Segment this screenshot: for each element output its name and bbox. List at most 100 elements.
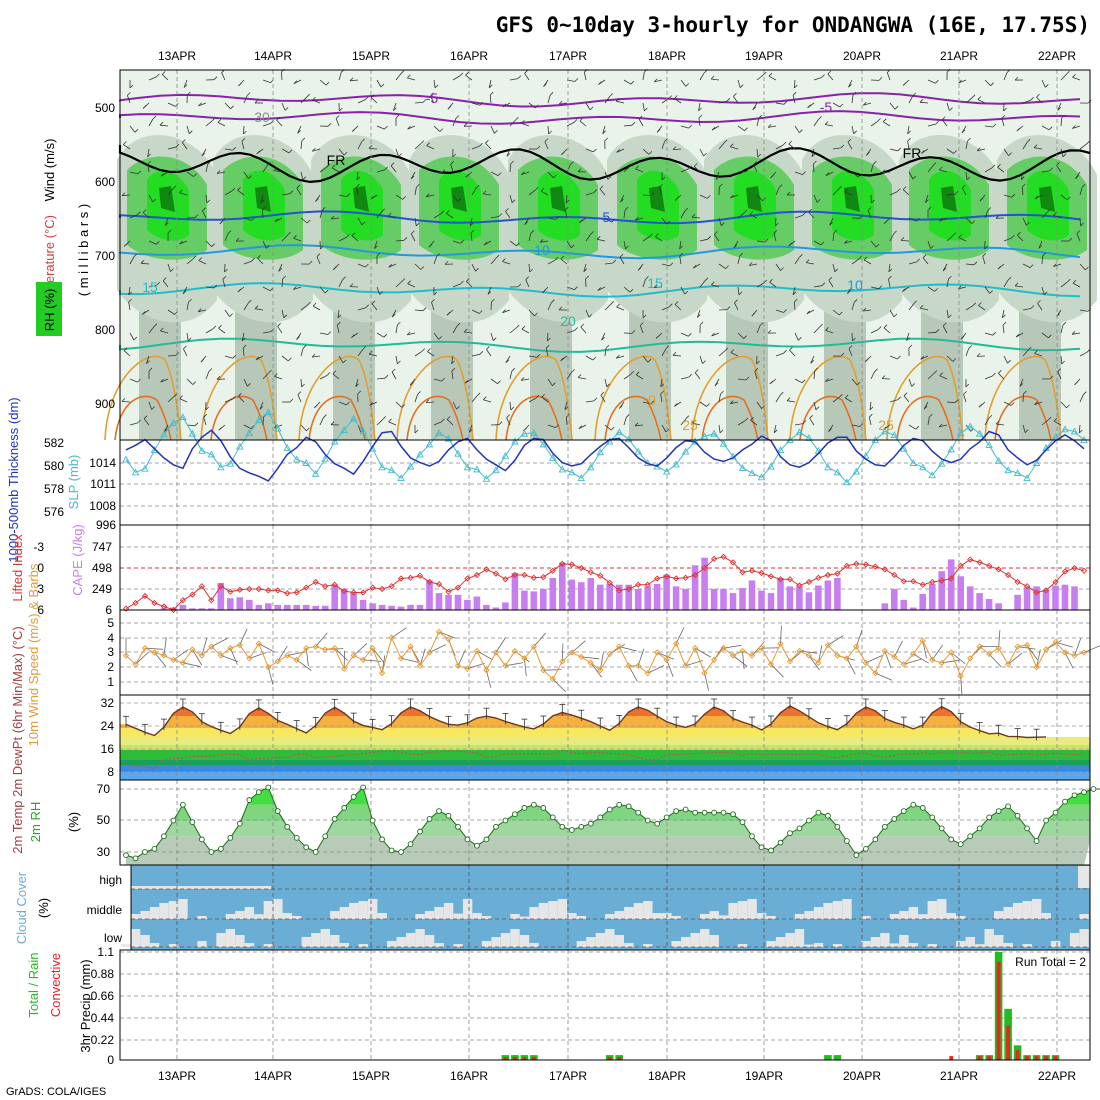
wind-barb — [393, 107, 397, 111]
wind-barb — [1057, 371, 1062, 380]
wind-speed-point — [682, 662, 689, 669]
wind-barb — [535, 186, 539, 191]
wind-barb — [147, 160, 151, 165]
rh-point — [1071, 792, 1078, 799]
wind-barb — [203, 417, 207, 426]
wind-barb — [346, 401, 350, 406]
lifted-index-point — [160, 603, 168, 610]
tick-label: 578 — [44, 482, 64, 496]
wind-barb — [173, 393, 178, 397]
lifted-index-point — [151, 599, 158, 607]
wind-barb — [997, 164, 1001, 168]
rh-point — [644, 817, 651, 824]
wind-barb — [852, 337, 856, 342]
cloud-fill-middle — [197, 916, 207, 919]
wind-barb — [1079, 309, 1088, 312]
wind-barb — [439, 128, 444, 132]
wind-barb — [750, 417, 754, 421]
wind-barb — [585, 192, 594, 196]
wind-barb — [262, 286, 271, 292]
wind-barb — [250, 425, 255, 429]
wind-barb — [133, 336, 138, 341]
lifted-index-point — [350, 589, 357, 596]
wind-barb — [604, 96, 611, 104]
wind-barb — [919, 304, 924, 309]
wind-barb — [699, 401, 707, 407]
wind-barb — [984, 332, 993, 336]
wind-barb — [720, 390, 724, 395]
cloud-fill-middle — [956, 916, 966, 919]
cape-bar — [691, 565, 699, 610]
lifted-index-point — [748, 567, 756, 574]
isotherm-line — [119, 244, 1081, 260]
wind-barb — [680, 168, 689, 173]
wind-barb — [371, 300, 376, 305]
wind-barb — [933, 370, 938, 374]
cloud-fill-middle — [1041, 913, 1051, 919]
wind-barb — [549, 92, 554, 96]
wind-barb — [357, 141, 362, 150]
wind-speed-point — [132, 661, 139, 668]
cape-bar — [549, 578, 557, 610]
wind-barb — [278, 263, 283, 272]
wind-barb — [1036, 93, 1040, 98]
wind-barb — [574, 327, 578, 331]
wind-barb — [326, 372, 331, 376]
wind-barb — [602, 130, 606, 134]
rh-point — [787, 830, 793, 836]
wind-barb — [1078, 424, 1081, 434]
slp-point — [587, 463, 595, 471]
wind-barb — [635, 374, 644, 380]
wind-barb — [848, 83, 852, 88]
wind-barb — [521, 123, 530, 127]
wind-barb — [723, 644, 742, 649]
rh-point — [891, 816, 898, 822]
wind-barb — [179, 398, 188, 403]
wind-barb — [460, 280, 464, 285]
cloud-fill-low — [529, 943, 539, 947]
wind-barb — [198, 102, 207, 107]
cloud-fill-low — [709, 935, 719, 947]
wind-barb — [205, 164, 209, 173]
wind-barb — [1083, 645, 1100, 653]
wind-barb — [571, 369, 575, 373]
slp-point — [530, 428, 538, 436]
wind-barb — [984, 210, 989, 219]
cloud-fill-middle — [481, 916, 492, 919]
wind-barb — [338, 355, 344, 364]
wind-barb — [506, 148, 511, 157]
axis-label-part: Total / Rain — [26, 952, 41, 1017]
wind-barb — [357, 217, 363, 226]
wind-barb — [486, 346, 490, 350]
wind-barb — [714, 231, 718, 235]
wind-barb — [395, 355, 398, 364]
wind-barb — [129, 171, 138, 175]
wind-barb — [224, 233, 229, 242]
wind-barb — [889, 102, 896, 110]
wind-barb — [293, 286, 297, 290]
wind-barb — [1007, 359, 1011, 364]
date-label: 21APR — [940, 49, 978, 63]
wind-barb — [873, 161, 877, 165]
wind-barb — [659, 184, 663, 188]
date-label: 18APR — [648, 1069, 686, 1083]
wind-barb — [301, 383, 305, 388]
precip-total-bar — [824, 1055, 832, 1060]
wind-barb — [852, 91, 857, 96]
wind-barb — [456, 405, 460, 410]
wind-barb — [1022, 308, 1031, 311]
wind-barb — [1030, 97, 1034, 101]
wind-barb — [674, 95, 678, 99]
wind-barb — [730, 401, 739, 405]
wind-speed-point — [1071, 652, 1078, 659]
lifted-index-point — [891, 571, 898, 579]
wind-barb — [832, 263, 836, 272]
wind-barb — [883, 324, 888, 329]
wind-barb — [123, 141, 127, 145]
cloud-fill-middle — [358, 901, 368, 919]
wind-barb — [808, 655, 820, 671]
wind-barb — [182, 662, 201, 667]
wind-barb — [848, 348, 853, 357]
wind-barb — [786, 397, 791, 401]
wind-barb — [865, 655, 883, 664]
